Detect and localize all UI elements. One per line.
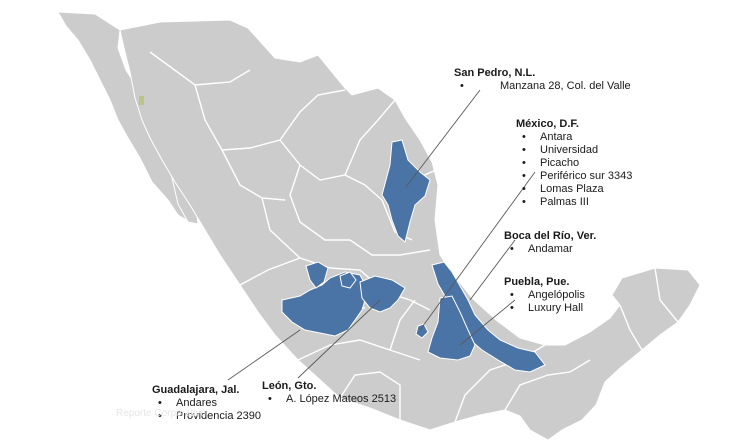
- label-boca-del-rio: Boca del Río, Ver. Andamar: [504, 230, 664, 256]
- location-item: Manzana 28, Col. del Valle: [454, 80, 634, 93]
- location-item: Providencia 2390: [152, 410, 292, 423]
- label-leon: León, Gto. A. López Mateos 2513: [262, 380, 442, 406]
- location-item: Universidad: [516, 144, 676, 157]
- location-title: León, Gto.: [262, 380, 317, 392]
- location-title: Puebla, Pue.: [504, 276, 570, 288]
- location-item: Picacho: [516, 157, 676, 170]
- leader-line-san-pedro: [405, 89, 481, 188]
- aguascalientes-region: [339, 271, 357, 289]
- leader-line-leon: [297, 299, 381, 379]
- location-item: Andamar: [504, 243, 664, 256]
- location-title: Guadalajara, Jal.: [152, 384, 240, 396]
- location-title: Boca del Río, Ver.: [504, 230, 597, 242]
- location-item: Luxury Hall: [504, 302, 664, 315]
- puebla-region: [427, 295, 476, 361]
- mexico-mainland: [119, 19, 701, 441]
- location-item: Palmas III: [516, 196, 676, 209]
- location-item: Periférico sur 3343: [516, 170, 676, 183]
- island: [139, 96, 144, 105]
- label-mexico-df: México, D.F. Antara Universidad Picacho …: [516, 118, 676, 209]
- location-item: Antara: [516, 131, 676, 144]
- leader-line-guadalajara: [227, 329, 301, 381]
- location-item: Angelópolis: [504, 289, 664, 302]
- location-item: Andares: [152, 397, 292, 410]
- label-guadalajara: Guadalajara, Jal. Andares Providencia 23…: [152, 384, 292, 423]
- nayarit-region: [305, 261, 329, 289]
- location-item: A. López Mateos 2513: [262, 393, 442, 406]
- nuevo-leon-region: [381, 139, 431, 243]
- mexico-df-region: [415, 323, 429, 339]
- location-title: San Pedro, N.L.: [454, 67, 536, 79]
- location-title: México, D.F.: [516, 118, 579, 130]
- location-item: Lomas Plaza: [516, 183, 676, 196]
- watermark: Reporte Corporativo: [116, 408, 207, 419]
- label-puebla: Puebla, Pue. Angelópolis Luxury Hall: [504, 276, 664, 315]
- guanajuato-region: [359, 275, 406, 313]
- label-san-pedro: San Pedro, N.L. Manzana 28, Col. del Val…: [454, 67, 634, 93]
